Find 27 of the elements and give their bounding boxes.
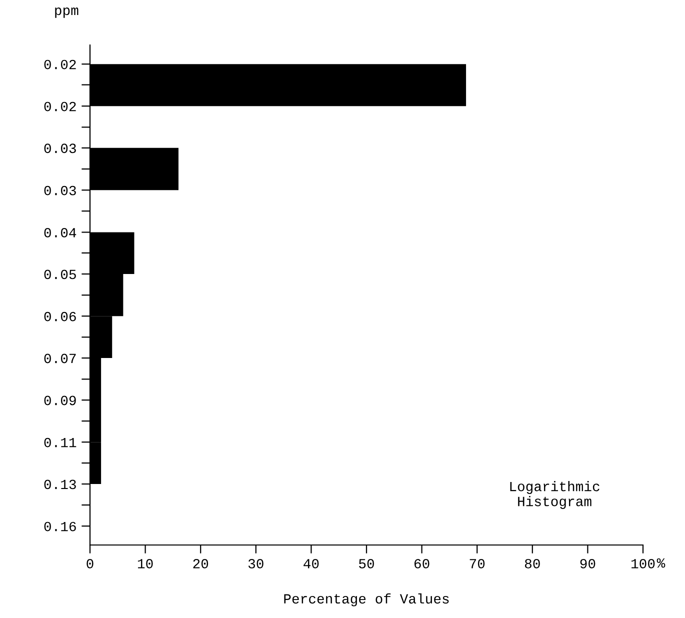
y-tick-label: 0.06 (44, 312, 76, 322)
x-tick-label: 20 (193, 558, 208, 568)
x-tick-label: 60 (414, 558, 430, 568)
x-tick-label: 100 (632, 558, 655, 568)
y-axis-title: ppm (55, 8, 78, 18)
y-tick-label: 0.07 (44, 354, 76, 364)
x-tick-label: 90 (580, 558, 596, 568)
x-tick-label: 30 (248, 558, 264, 568)
y-tick-label: 0.09 (44, 396, 76, 406)
y-tick-label: 0.11 (44, 438, 76, 448)
x-tick-label: 50 (359, 558, 374, 568)
y-tick-label: 0.02 (44, 102, 76, 112)
x-tick-label: 40 (304, 558, 319, 568)
y-tick-label: 0.16 (44, 522, 76, 532)
text: % (656, 558, 666, 568)
x-tick-label: 80 (524, 558, 540, 568)
y-tick-label: 0.05 (44, 270, 76, 280)
x-tick-label: 70 (470, 558, 485, 568)
x-axis-title: Percentage of Values (284, 593, 449, 606)
y-tick-label: 0.04 (44, 228, 76, 238)
y-tick-label: 0.03 (44, 144, 76, 154)
y-tick-label: 0.02 (44, 60, 76, 70)
y-tick-label: 0.13 (44, 480, 76, 490)
annotation: Logarithmic Histogram (510, 481, 600, 509)
y-tick-label: 0.03 (44, 186, 76, 196)
x-tick-label: 0 (86, 558, 94, 568)
x-tick-label: 10 (138, 558, 153, 568)
